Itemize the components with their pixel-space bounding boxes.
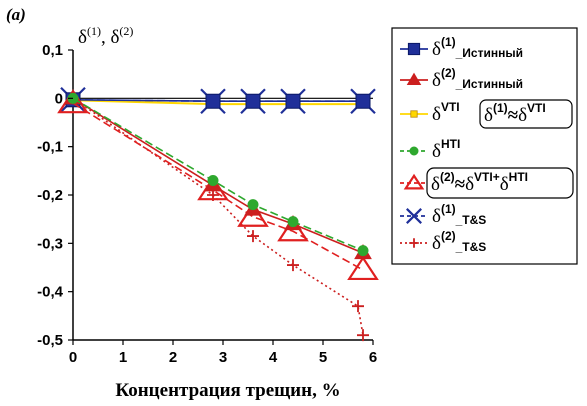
legend-marker bbox=[410, 110, 418, 118]
data-point bbox=[355, 93, 371, 109]
y-tick-label: -0,3 bbox=[37, 235, 63, 252]
legend-label: δVTI bbox=[432, 100, 460, 125]
legend-marker bbox=[409, 146, 419, 156]
y-axis-label: δ(1), δ(2) bbox=[78, 24, 133, 48]
legend-marker bbox=[409, 238, 419, 248]
series-6 bbox=[67, 92, 369, 342]
data-point bbox=[287, 259, 299, 272]
annotation-text: δ(1)≈δVTI bbox=[484, 101, 546, 126]
series-1 bbox=[64, 89, 372, 260]
data-point bbox=[285, 93, 301, 109]
legend-label: δ(1)_Истинный bbox=[432, 35, 523, 60]
y-tick-label: -0,4 bbox=[37, 284, 64, 301]
plot-area bbox=[57, 50, 379, 342]
annotation-frame bbox=[479, 99, 573, 129]
data-point bbox=[347, 255, 379, 281]
x-axis-label: Концентрация трещин, % bbox=[115, 380, 340, 401]
legend-marker bbox=[406, 208, 422, 224]
legend-label: δ(2)_T&S bbox=[432, 229, 486, 254]
x-tick-label: 5 bbox=[319, 349, 327, 366]
annotation-sum: δ(2)≈δVTI+δHTI bbox=[426, 167, 574, 199]
data-point bbox=[207, 175, 219, 186]
x-tick-label: 0 bbox=[69, 349, 77, 366]
legend-marker bbox=[403, 173, 425, 190]
panel-label: (a) bbox=[6, 5, 26, 24]
x-tick-label: 2 bbox=[169, 349, 177, 366]
x-tick-label: 1 bbox=[119, 349, 127, 366]
legend-entry: δ(2)_Истинный bbox=[400, 66, 523, 91]
series-0 bbox=[65, 92, 371, 109]
y-tick-label: -0,5 bbox=[37, 332, 63, 349]
data-point bbox=[247, 199, 259, 211]
series-line bbox=[72, 97, 364, 336]
data-point bbox=[245, 93, 261, 109]
y-tick-label: -0,2 bbox=[37, 187, 63, 204]
x-tick-label: 6 bbox=[369, 349, 377, 366]
legend-entry: δ(1)_T&S bbox=[400, 202, 486, 227]
legend-marker bbox=[406, 72, 422, 85]
series-line bbox=[72, 102, 364, 271]
legend-entry: δHTI bbox=[400, 137, 460, 162]
data-point bbox=[357, 245, 369, 257]
legend-marker bbox=[407, 42, 421, 56]
legend-frame bbox=[391, 27, 578, 265]
legend-label: δ(1)_T&S bbox=[432, 202, 486, 227]
y-tick-label: 0,1 bbox=[42, 42, 63, 59]
legend-label: δHTI bbox=[432, 137, 460, 162]
series-line bbox=[72, 97, 364, 254]
data-point bbox=[357, 329, 369, 342]
legend-entry: δ(1)_Истинный bbox=[400, 35, 523, 60]
series-line bbox=[72, 97, 364, 252]
data-point bbox=[205, 93, 221, 109]
annotation-frame bbox=[426, 167, 574, 199]
y-tick-label: -0,1 bbox=[37, 139, 63, 156]
data-point bbox=[287, 216, 299, 228]
annotation-text: δ(2)≈δVTI+δHTI bbox=[431, 170, 528, 195]
x-tick-label: 4 bbox=[269, 349, 278, 366]
legend-label: δ(2)_Истинный bbox=[432, 66, 523, 91]
legend: δ(1)_Истинныйδ(2)_ИстинныйδVTIδHTIδ(2)δ(… bbox=[391, 27, 578, 265]
axis-ticks: 0 1 2 3 4 5 6 0,1 0 -0,1 -0,2 -0,3 -0,4 -0,5 bbox=[37, 42, 377, 366]
data-point bbox=[352, 300, 364, 313]
data-point bbox=[247, 230, 259, 243]
x-tick-label: 3 bbox=[219, 349, 227, 366]
annotation-vti: δ(1)≈δVTI bbox=[479, 99, 573, 129]
y-tick-label: 0 bbox=[55, 90, 63, 107]
series-3 bbox=[67, 92, 369, 257]
legend-entry: δ(2)_T&S bbox=[400, 229, 486, 254]
legend-entry: δVTI bbox=[400, 100, 460, 125]
